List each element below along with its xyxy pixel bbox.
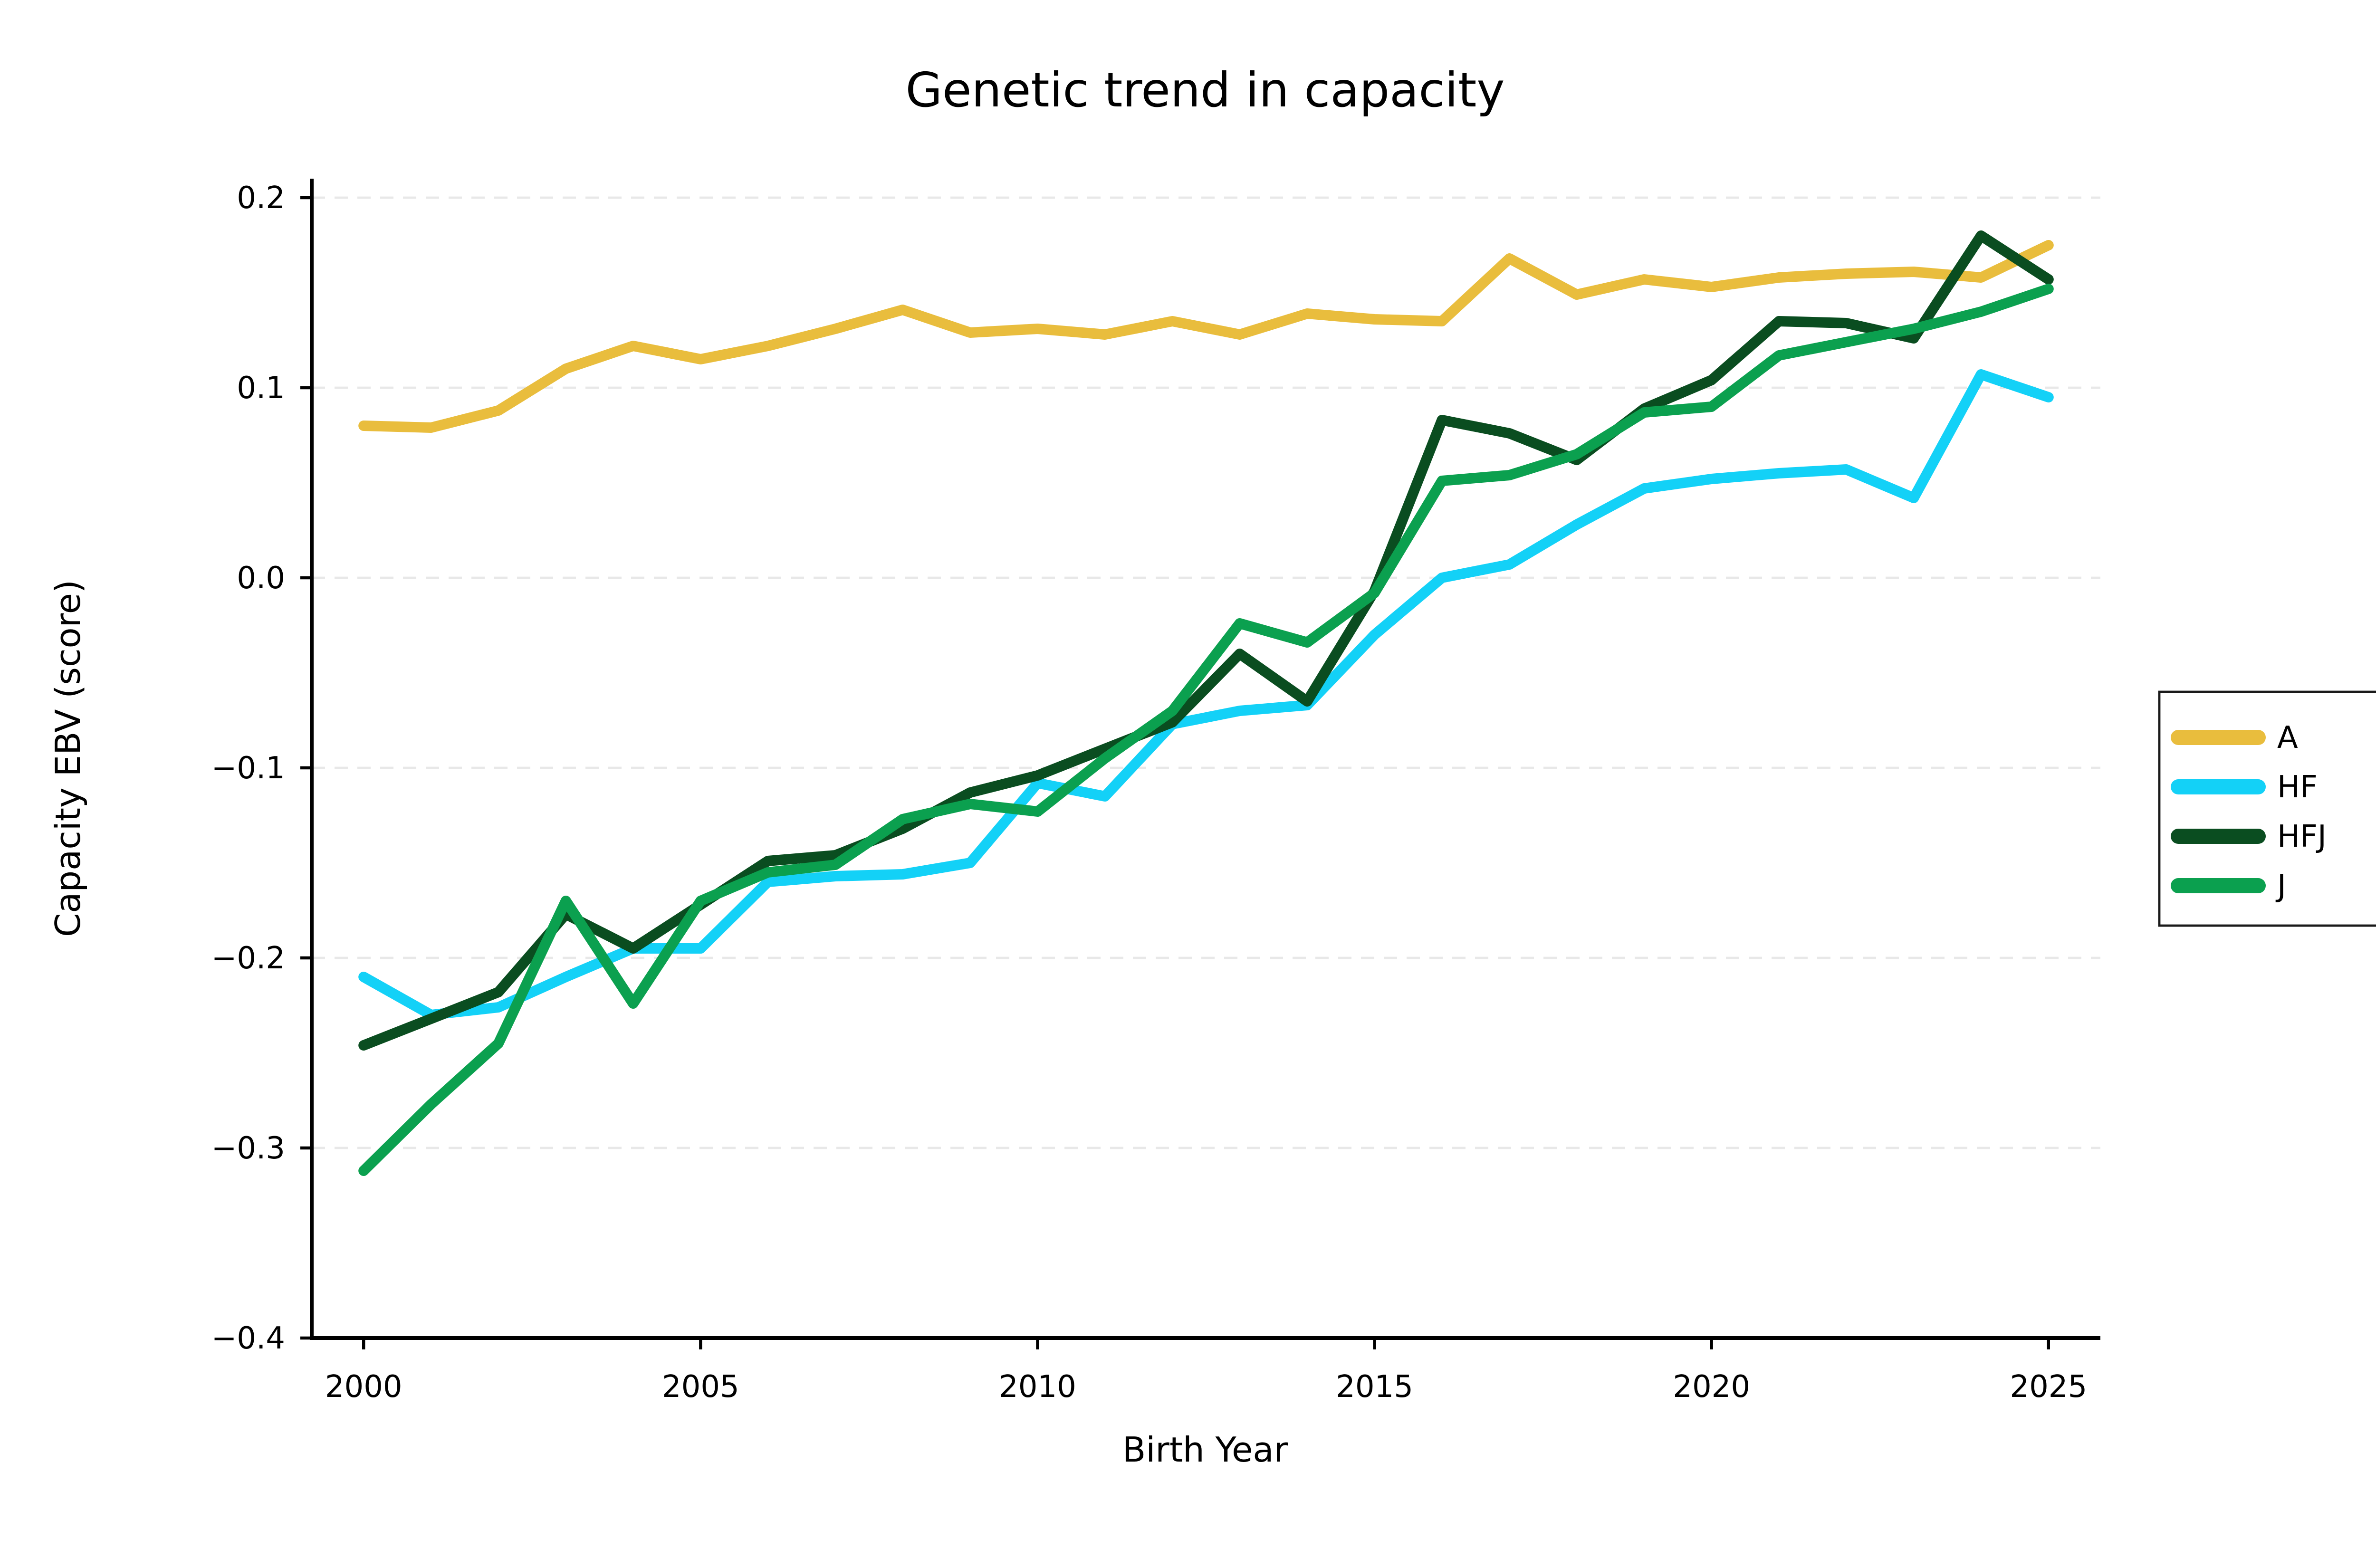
legend: A HF HFJ J	[2158, 690, 2376, 927]
series-line-HF	[358, 369, 2054, 1020]
y-tick-label-0.2: 0.2	[237, 181, 285, 216]
x-tick-label-2020: 2020	[1673, 1369, 1750, 1405]
legend-label-HF: HF	[2277, 770, 2318, 805]
series-line-A	[358, 240, 2054, 433]
series-line-HFJ	[358, 230, 2054, 1051]
x-tick-label-2000: 2000	[325, 1369, 402, 1405]
y-tick-label-0.1: 0.1	[237, 371, 285, 406]
legend-label-J: J	[2275, 869, 2286, 904]
y-axis-label: Capacity EBV (score)	[48, 580, 88, 937]
y-tick-label--0.2: −0.2	[211, 941, 285, 976]
series-line-J	[358, 284, 2054, 1176]
legend-label-A: A	[2277, 720, 2298, 755]
x-tick-label-2010: 2010	[999, 1369, 1076, 1405]
y-tick-label-0: 0.0	[237, 561, 285, 596]
y-tick-label--0.4: −0.4	[211, 1321, 285, 1356]
legend-label-HFJ: HFJ	[2277, 819, 2327, 854]
x-tick-label-2025: 2025	[2010, 1369, 2087, 1405]
series-lines	[358, 230, 2054, 1176]
chart-title: Genetic trend in capacity	[905, 62, 1504, 118]
x-tick-label-2015: 2015	[1336, 1369, 1413, 1405]
x-axis-label: Birth Year	[1122, 1430, 1288, 1470]
y-tick-label--0.3: −0.3	[211, 1131, 285, 1166]
y-tick-label--0.1: −0.1	[211, 751, 285, 786]
x-tick-label-2005: 2005	[662, 1369, 739, 1405]
axes: 2000 2005 2010 2015 2020 2025 0.2 0.1 0.0 −0.1 −0.…	[211, 179, 2100, 1405]
